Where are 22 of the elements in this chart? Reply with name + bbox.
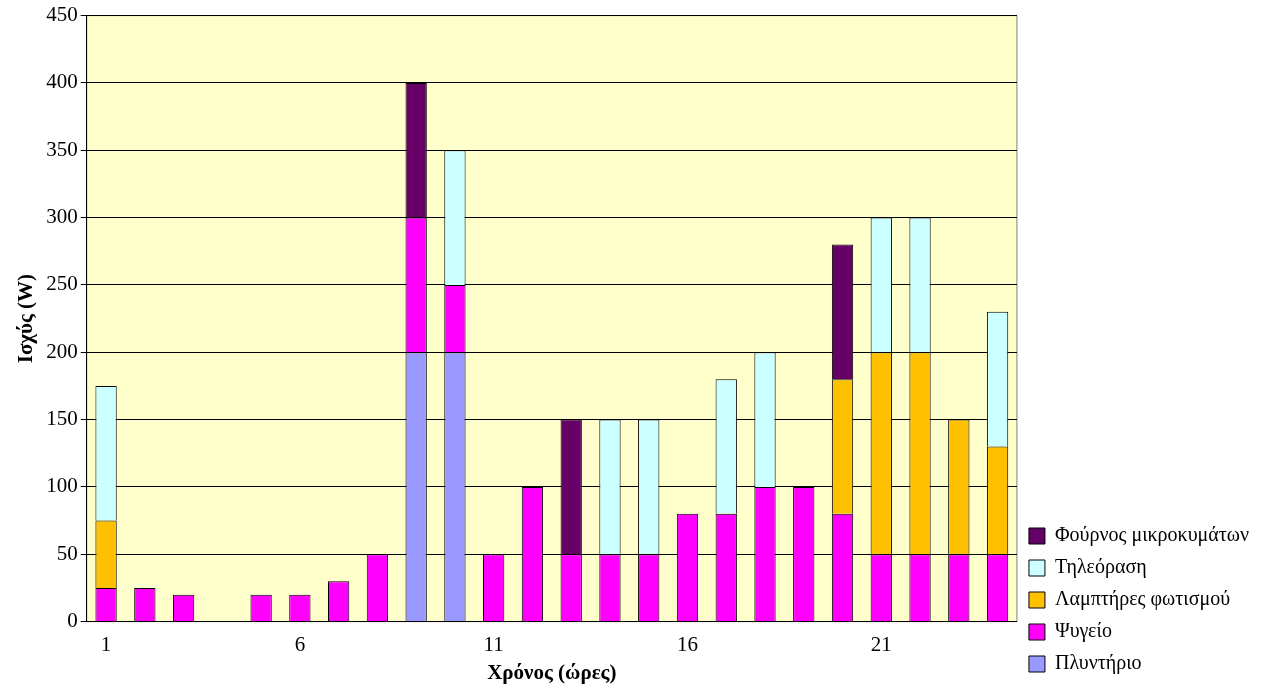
y-tick-label: 0: [67, 608, 78, 633]
x-tick-label: 11: [483, 631, 504, 656]
y-tick-label: 450: [46, 2, 78, 27]
y-tick-label: 300: [46, 204, 78, 229]
legend-label: Ψυγείο: [1054, 619, 1112, 643]
x-tick-label: 21: [870, 631, 892, 656]
y-tick-label: 50: [56, 540, 78, 565]
y-axis-title: Ισχύς (W): [13, 273, 38, 364]
legend-label: Λαμπτήρες φωτισμού: [1054, 587, 1231, 611]
x-tick-label: 6: [294, 631, 306, 656]
legend-label: Πλυντήριο: [1054, 651, 1142, 675]
y-tick-label: 150: [46, 406, 78, 431]
y-tick-label: 200: [46, 338, 78, 363]
x-tick-label: 16: [676, 631, 698, 656]
legend-label: Τηλεόραση: [1054, 555, 1147, 579]
y-tick-label: 250: [46, 271, 78, 296]
x-tick-label: 1: [100, 631, 112, 656]
y-tick-label: 100: [46, 473, 78, 498]
y-tick-label: 400: [46, 69, 78, 94]
x-axis-title: Χρόνος (ώρες): [487, 659, 617, 684]
y-tick-label: 350: [46, 136, 78, 161]
legend-label: Φούρνος μικροκυμάτων: [1054, 523, 1250, 547]
